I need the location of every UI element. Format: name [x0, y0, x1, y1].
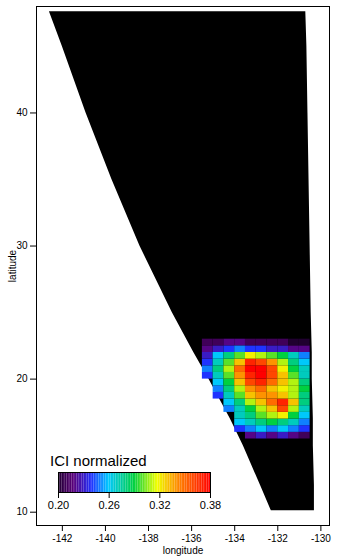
svg-text:-142: -142: [52, 533, 72, 544]
svg-text:0.38: 0.38: [200, 499, 221, 510]
svg-text:-140: -140: [95, 533, 115, 544]
svg-text:40: 40: [16, 107, 28, 118]
svg-text:latitude: latitude: [7, 249, 18, 282]
html-text:ICI normalized: ICI normalized: [50, 452, 147, 469]
svg-text:-138: -138: [139, 533, 159, 544]
svg-text:-136: -136: [182, 533, 202, 544]
svg-text:-130: -130: [311, 533, 331, 544]
svg-text:-134: -134: [225, 533, 245, 544]
svg-text:-132: -132: [268, 533, 288, 544]
svg-text:30: 30: [16, 240, 28, 251]
svg-text:0.20: 0.20: [48, 499, 69, 510]
svg-text:20: 20: [16, 373, 28, 384]
svg-text:10: 10: [16, 506, 28, 517]
svg-text:0.26: 0.26: [98, 499, 119, 510]
svg-text:0.32: 0.32: [149, 499, 170, 510]
svg-text:longitude: longitude: [163, 545, 204, 556]
